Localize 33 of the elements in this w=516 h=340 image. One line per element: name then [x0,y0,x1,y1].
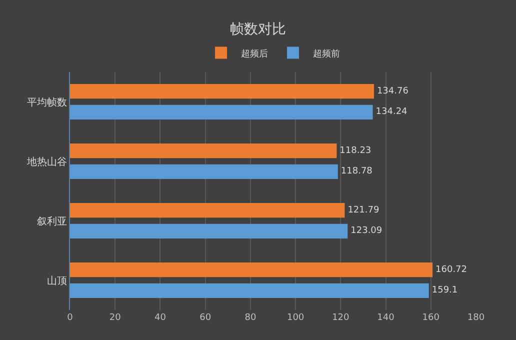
data-label: 160.72 [436,264,468,275]
data-label: 118.23 [340,146,372,156]
x-tick-label: 100 [286,313,304,323]
bar [70,104,373,120]
data-label: 123.09 [350,226,382,236]
bar [70,164,338,179]
bar [70,262,433,278]
legend-label: 超频前 [313,48,340,60]
data-label: 159.1 [432,286,458,296]
bar [70,203,345,218]
bar [70,144,337,158]
x-tick-label: 20 [109,313,122,323]
x-tick-label: 140 [377,313,395,323]
x-tick-label: 160 [422,313,440,323]
data-label: 134.24 [376,107,408,118]
bar [70,224,348,238]
x-tick-label: 180 [467,313,485,323]
y-tick-label: 平均帧数 [27,96,67,108]
chart-title: 帧数对比 [230,22,286,38]
x-tick-label: 40 [154,313,166,323]
data-label: 121.79 [348,205,380,216]
bar [70,84,374,99]
data-label: 134.76 [376,86,409,96]
y-tick-label: 山顶 [47,274,67,287]
x-tick-label: 120 [332,313,350,323]
bar [70,283,429,298]
x-tick-label: 60 [200,313,212,323]
x-tick-label: 0 [67,313,74,323]
legend-label: 超频后 [241,48,268,60]
y-tick-label: 地热山谷 [26,156,67,168]
x-tick-label: 80 [244,313,256,323]
y-tick-label: 叙利亚 [37,215,67,228]
data-label: 118.78 [340,166,373,177]
